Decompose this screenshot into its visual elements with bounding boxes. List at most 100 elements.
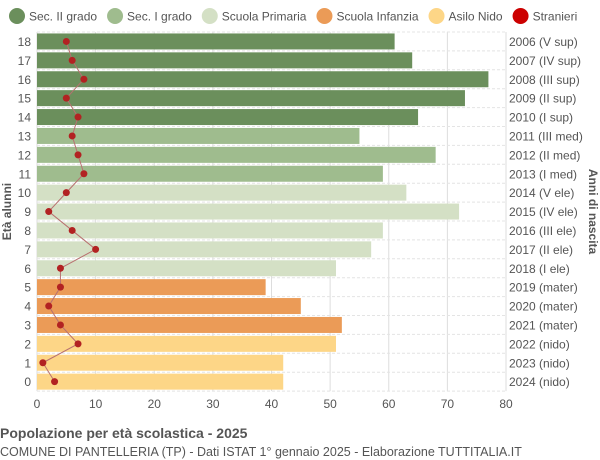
bar-age-10 — [37, 184, 407, 201]
bar-age-4 — [37, 298, 301, 315]
y-tick-label: 10 — [18, 186, 32, 200]
stranieri-point-18 — [62, 37, 70, 45]
birth-year-label: 2010 (I sup) — [509, 111, 573, 125]
birth-year-label: 2022 (nido) — [509, 337, 570, 351]
y-tick-label: 1 — [24, 356, 31, 370]
bar-age-9 — [37, 203, 460, 220]
x-tick-label: 0 — [34, 397, 41, 411]
stranieri-point-4 — [45, 302, 53, 310]
bar-age-2 — [37, 335, 336, 352]
y-axis-label: Età alunni — [0, 183, 14, 240]
y-tick-label: 9 — [24, 205, 31, 219]
x-tick-label: 60 — [382, 397, 396, 411]
stranieri-point-14 — [74, 113, 82, 121]
y-tick-label: 5 — [24, 281, 31, 295]
birth-year-label: 2014 (V ele) — [509, 186, 574, 200]
birth-year-label: 2012 (II med) — [509, 148, 580, 162]
birth-year-label: 2024 (nido) — [509, 375, 570, 389]
birth-year-label: 2008 (III sup) — [509, 73, 580, 87]
bar-age-7 — [37, 241, 372, 258]
chart-title: Popolazione per età scolastica - 2025 — [0, 425, 248, 441]
x-tick-label: 50 — [323, 397, 337, 411]
birth-year-label: 2020 (mater) — [509, 300, 578, 314]
bar-age-17 — [37, 52, 413, 69]
birth-year-label: 2013 (I med) — [509, 167, 577, 181]
stranieri-point-7 — [92, 245, 100, 253]
bar-age-3 — [37, 316, 342, 333]
stranieri-point-10 — [62, 189, 70, 197]
legend-marker-5 — [512, 8, 529, 24]
bar-age-15 — [37, 90, 465, 107]
legend-label-5: Stranieri — [533, 10, 578, 24]
legend-label-4: Asilo Nido — [449, 10, 503, 24]
x-tick-label: 10 — [89, 397, 103, 411]
stranieri-point-3 — [56, 321, 64, 329]
stranieri-point-0 — [51, 378, 59, 386]
stranieri-point-2 — [74, 340, 82, 348]
x-tick-label: 70 — [441, 397, 455, 411]
birth-year-label: 2009 (II sup) — [509, 92, 576, 106]
birth-year-label: 2006 (V sup) — [509, 35, 578, 49]
x-tick-label: 30 — [206, 397, 220, 411]
legend-marker-1 — [107, 8, 124, 24]
bar-age-1 — [37, 354, 284, 371]
y-tick-label: 18 — [18, 35, 32, 49]
stranieri-point-5 — [56, 283, 64, 291]
y-tick-label: 13 — [18, 129, 32, 143]
population-chart: Sec. II grado Sec. I grado Scuola Primaria… — [0, 8, 600, 411]
y-tick-label: 7 — [24, 243, 31, 257]
y-axis-label-right: Anni di nascita — [586, 169, 600, 255]
x-tick-label: 20 — [148, 397, 162, 411]
bar-age-13 — [37, 127, 360, 144]
bar-age-5 — [37, 279, 266, 296]
y-tick-label: 16 — [18, 73, 32, 87]
legend-label-3: Scuola Infanzia — [336, 10, 418, 24]
y-tick-label: 0 — [24, 375, 31, 389]
bar-age-18 — [37, 33, 395, 50]
legend-marker-0 — [9, 8, 25, 24]
stranieri-point-16 — [80, 75, 88, 83]
bar-age-8 — [37, 222, 383, 239]
y-tick-label: 2 — [24, 337, 31, 351]
bar-age-0 — [37, 373, 284, 390]
bar-age-16 — [37, 71, 489, 88]
birth-year-label: 2007 (IV sup) — [509, 54, 581, 68]
birth-year-label: 2015 (IV ele) — [509, 205, 578, 219]
y-tick-label: 8 — [24, 224, 31, 238]
birth-year-label: 2021 (mater) — [509, 318, 578, 332]
birth-year-label: 2023 (nido) — [509, 356, 570, 370]
stranieri-point-12 — [74, 151, 82, 159]
bar-age-6 — [37, 260, 336, 277]
legend-label-1: Sec. I grado — [127, 10, 192, 24]
y-tick-label: 11 — [19, 167, 32, 181]
y-tick-label: 6 — [24, 262, 31, 276]
bar-age-11 — [37, 165, 383, 182]
birth-year-label: 2018 (I ele) — [509, 262, 570, 276]
stranieri-point-17 — [68, 56, 76, 64]
birth-year-label: 2016 (III ele) — [509, 224, 576, 238]
y-tick-label: 14 — [18, 111, 32, 125]
legend-marker-4 — [428, 8, 445, 24]
stranieri-point-9 — [45, 208, 53, 216]
chart-subtitle: COMUNE DI PANTELLERIA (TP) - Dati ISTAT … — [0, 445, 522, 459]
birth-year-label: 2011 (III med) — [509, 129, 583, 143]
y-tick-label: 17 — [18, 54, 32, 68]
birth-year-label: 2017 (II ele) — [509, 243, 573, 257]
stranieri-point-6 — [56, 264, 64, 272]
legend-label-2: Scuola Primaria — [222, 10, 307, 24]
bar-age-12 — [37, 146, 436, 163]
y-tick-label: 4 — [24, 300, 31, 314]
bar-age-14 — [37, 109, 419, 126]
stranieri-point-1 — [39, 359, 47, 367]
birth-year-label: 2019 (mater) — [509, 281, 578, 295]
stranieri-point-8 — [68, 226, 76, 234]
x-tick-label: 80 — [499, 397, 513, 411]
y-tick-label: 12 — [18, 148, 32, 162]
legend-marker-2 — [201, 8, 218, 24]
stranieri-point-11 — [80, 170, 88, 178]
y-tick-label: 15 — [18, 92, 32, 106]
stranieri-point-15 — [62, 94, 70, 102]
stranieri-point-13 — [68, 132, 76, 140]
legend-marker-3 — [316, 8, 333, 24]
legend-label-0: Sec. II grado — [29, 10, 97, 24]
